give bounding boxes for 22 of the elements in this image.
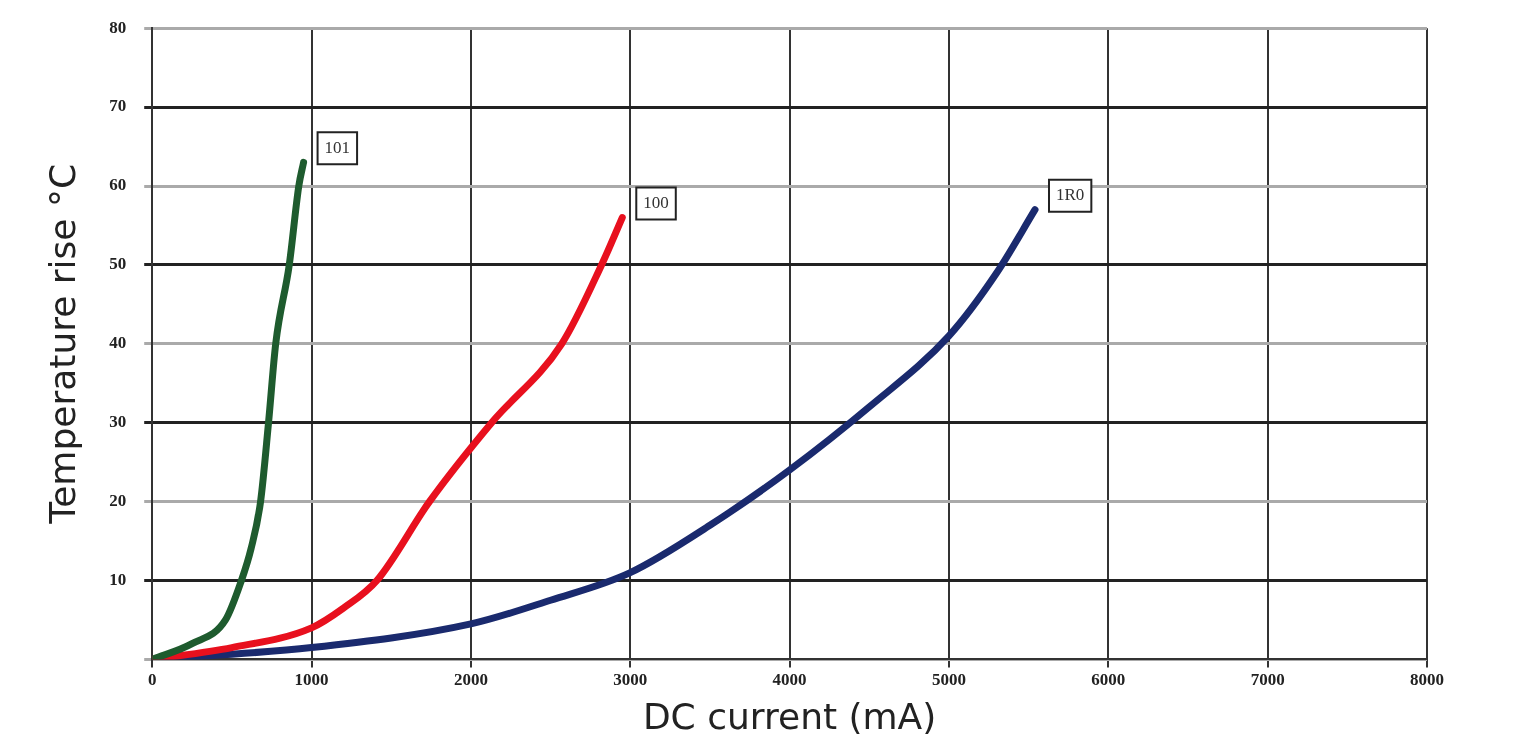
x-tick-label: 6000 <box>1091 669 1126 689</box>
y-tick-label: 60 <box>109 175 127 195</box>
x-tick-label: 1000 <box>294 669 329 689</box>
y-tick-label: 80 <box>109 17 127 37</box>
y-tick-label: 10 <box>109 569 127 589</box>
x-tick-label: 7000 <box>1250 669 1285 689</box>
series-label: 101 <box>324 137 351 157</box>
x-tick-label: 8000 <box>1410 669 1444 689</box>
y-tick-label: 70 <box>109 96 127 116</box>
y-tick-label: 30 <box>109 412 127 432</box>
y-tick-label: 50 <box>109 254 127 274</box>
y-tick-label: 40 <box>109 333 127 353</box>
x-tick-label: 2000 <box>453 669 488 689</box>
x-tick-label: 5000 <box>931 669 966 689</box>
x-axis-title: DC current (mA) <box>642 695 937 737</box>
series-label: 100 <box>643 193 669 213</box>
y-tick-label: 20 <box>109 490 127 510</box>
x-tick-label: 3000 <box>613 669 648 689</box>
series-label: 1R0 <box>1056 185 1085 205</box>
y-axis-title: Temperature rise °C <box>41 163 83 525</box>
x-tick-label: 0 <box>147 669 157 689</box>
x-tick-label: 4000 <box>772 669 807 689</box>
